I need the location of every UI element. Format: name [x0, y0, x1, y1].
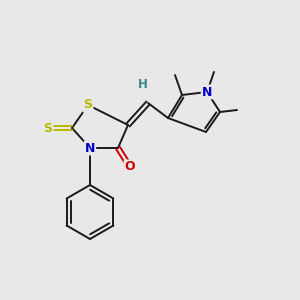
Text: O: O — [125, 160, 135, 173]
Text: N: N — [202, 85, 212, 98]
Text: H: H — [138, 79, 148, 92]
Text: S: S — [83, 98, 92, 112]
Text: N: N — [85, 142, 95, 154]
Text: S: S — [44, 122, 52, 134]
